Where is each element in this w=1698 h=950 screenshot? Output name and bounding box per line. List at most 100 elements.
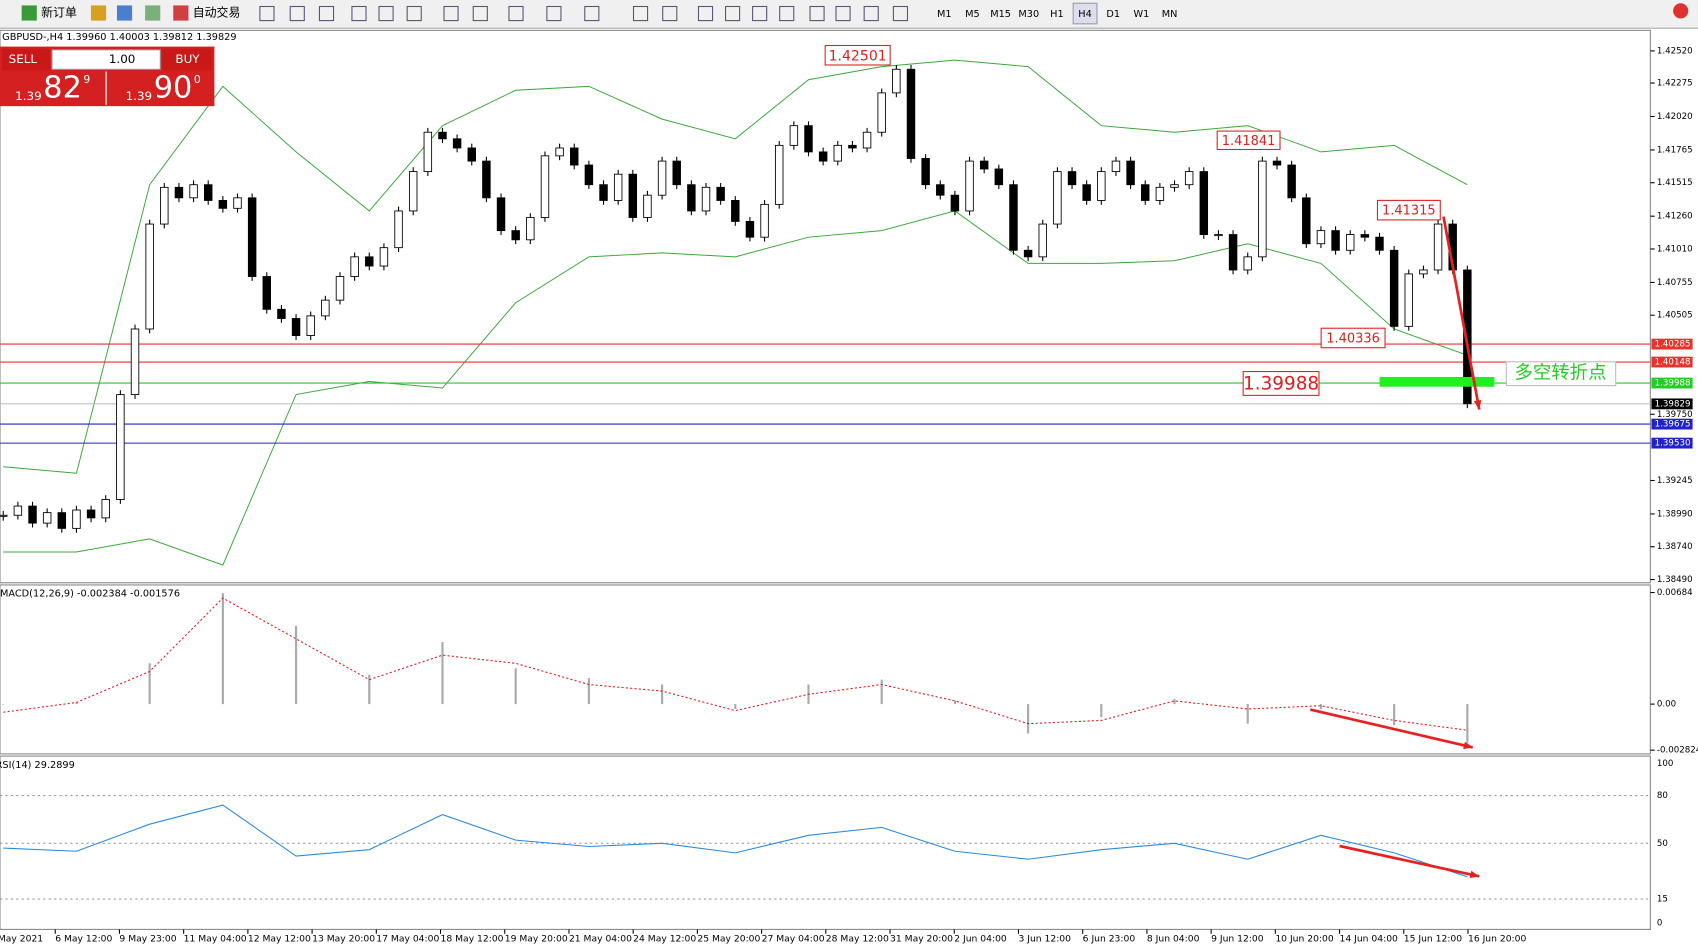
buy-button[interactable]: [162, 48, 213, 71]
macd-tick-label: 0.00: [1657, 700, 1676, 710]
sell-price-frac: 9: [83, 73, 90, 86]
arrow-head: [1473, 399, 1482, 410]
candle: [1331, 230, 1340, 251]
toolbar-icon[interactable]: [779, 5, 795, 22]
price-tick-label: 1.38490: [1657, 575, 1693, 585]
price-annotation: 1.39988: [1243, 374, 1319, 395]
price-tick-label: 1.39750: [1657, 410, 1693, 420]
arrow-head: [1469, 870, 1480, 879]
timeframe-button[interactable]: M5: [965, 9, 980, 20]
macd-bar: [953, 700, 956, 705]
candle: [936, 184, 945, 196]
candle: [818, 151, 828, 162]
notification[interactable]: [1673, 3, 1689, 19]
tool-icon[interactable]: [116, 5, 133, 21]
macd-tick-label: -0.002824: [1657, 746, 1698, 756]
timeframe-button[interactable]: M1: [937, 9, 952, 20]
candle: [1082, 184, 1091, 201]
tool-icon[interactable]: [145, 5, 161, 21]
time-label: 3 Jun 12:00: [1018, 934, 1071, 945]
price-tick-label: 1.41260: [1657, 212, 1693, 222]
time-label: 11 May 04:00: [184, 934, 247, 945]
trend-arrow: [1442, 216, 1481, 410]
candle: [247, 197, 257, 277]
candle: [1316, 230, 1326, 245]
toolbar-icon[interactable]: [835, 5, 851, 22]
toolbar-icon[interactable]: [632, 5, 649, 22]
candle: [657, 160, 667, 196]
candle: [1389, 249, 1399, 327]
price-annotation: 1.41315: [1382, 204, 1436, 219]
chart-header: GBPUSD-,H4 1.39960 1.40003 1.39812 1.398…: [2, 32, 236, 43]
candle: [203, 184, 213, 201]
candle: [1126, 160, 1135, 186]
timeframe-button[interactable]: H1: [1050, 9, 1064, 20]
candle: [57, 512, 67, 529]
arrow-head: [1463, 741, 1473, 750]
timeframe-button[interactable]: H4: [1078, 9, 1092, 20]
candle: [599, 184, 608, 201]
toolbar-icon[interactable]: [725, 5, 741, 22]
timeframe-button[interactable]: MN: [1162, 9, 1178, 20]
timeframe-button[interactable]: D1: [1106, 9, 1120, 20]
candle: [701, 186, 711, 212]
rsi-tick-label: 15: [1657, 895, 1668, 905]
toolbar-icon[interactable]: [443, 5, 459, 22]
level-tag: [1651, 356, 1693, 368]
toolbar-icon[interactable]: [318, 5, 335, 22]
price-tick-label: 1.39245: [1657, 476, 1693, 486]
candle: [496, 197, 506, 232]
sell-button[interactable]: [2, 48, 50, 71]
toolbar-icon[interactable]: [892, 5, 909, 22]
toolbar-icon[interactable]: [546, 5, 562, 22]
time-label: 21 May 04:00: [569, 934, 632, 945]
toolbar-icon[interactable]: [863, 5, 879, 22]
macd-bar: [148, 663, 151, 705]
toolbar-icon[interactable]: [259, 5, 275, 22]
toolbar-icon[interactable]: [662, 5, 678, 22]
auto-trading-icon[interactable]: [173, 5, 189, 21]
macd-bar: [1319, 704, 1323, 709]
timeframe-button[interactable]: M30: [1018, 9, 1039, 20]
toolbar-icon[interactable]: [697, 5, 714, 22]
candle: [965, 160, 974, 212]
timeframe-active: [1072, 2, 1098, 25]
toolbar-icon[interactable]: [584, 5, 600, 22]
timeframe-button[interactable]: W1: [1133, 9, 1149, 20]
candle: [467, 147, 476, 162]
price-annotation-box: [1242, 371, 1320, 396]
toolbar-icon[interactable]: [351, 5, 367, 22]
toolbar-icon[interactable]: [289, 5, 305, 22]
toolbar-icon[interactable]: [809, 5, 825, 22]
new-order-button[interactable]: 新订单: [41, 5, 77, 19]
rsi-tick-label: 0: [1657, 918, 1663, 928]
toolbar-icon[interactable]: [378, 5, 394, 22]
auto-trading-button[interactable]: 自动交易: [193, 5, 241, 19]
rsi-tick-label: 80: [1657, 791, 1668, 801]
lots-input[interactable]: [51, 49, 161, 70]
candle: [1463, 269, 1472, 405]
candle: [906, 68, 916, 159]
toolbar-icon[interactable]: [406, 5, 422, 22]
new-order-icon[interactable]: [21, 5, 37, 21]
candle: [921, 158, 930, 186]
toolbar-icon[interactable]: [508, 5, 524, 22]
level-tag-label: 1.40285: [1655, 340, 1691, 350]
tool-icon[interactable]: [90, 5, 107, 21]
time-label: 18 May 12:00: [441, 934, 504, 945]
timeframe-button[interactable]: M15: [990, 9, 1011, 20]
toolbar-icon[interactable]: [472, 5, 488, 22]
candle: [101, 499, 110, 519]
chart-layer: 1.42520 1.42275 1.42020 1.41765 1.41515 1.412…: [0, 44, 1698, 945]
candle: [306, 315, 315, 336]
time-label: 9 May 23:00: [119, 934, 176, 945]
price-tick-label: 1.40755: [1657, 278, 1693, 288]
macd-bar: [587, 678, 590, 705]
candle: [1184, 171, 1194, 186]
candle: [13, 505, 23, 516]
candle: [160, 186, 169, 225]
toolbar-icon[interactable]: [752, 5, 768, 22]
macd-bar: [75, 702, 78, 705]
candle: [672, 160, 681, 186]
